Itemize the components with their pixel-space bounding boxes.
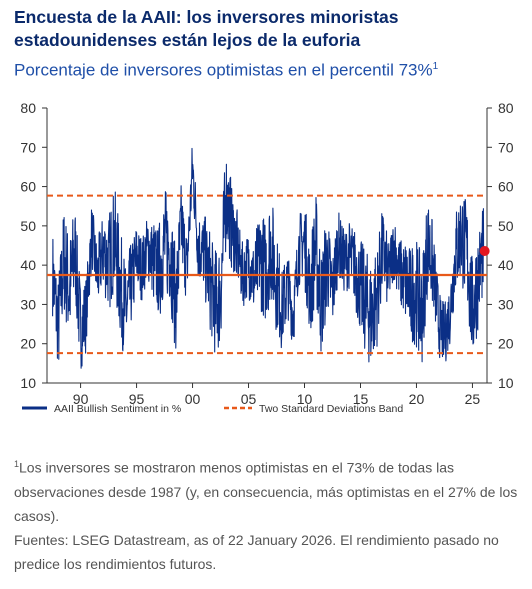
footnote-1: 1Los inversores se mostraron menos optim… (14, 452, 524, 528)
plot-area: 10 10 20 20 30 30 40 40 50 50 60 60 70 70 80 80 90 95 00 05… (20, 100, 513, 415)
y-tick-label-right: 20 (498, 336, 514, 352)
legend-label-series: AAII Bullish Sentiment in % (54, 403, 181, 415)
x-tick-label: 20 (409, 391, 425, 407)
x-tick-label: 00 (185, 391, 201, 407)
x-tick-label: 15 (353, 391, 369, 407)
chart-title: Encuesta de la AAII: los inversores mino… (14, 7, 399, 50)
sources-note: Fuentes: LSEG Datastream, as of 22 Janua… (14, 531, 499, 572)
y-tick-label-left: 70 (20, 139, 36, 155)
y-tick-label-right: 40 (498, 257, 514, 273)
legend-label-band: Two Standard Deviations Band (259, 403, 403, 415)
footnote-text: Los inversores se mostraron menos optimi… (14, 459, 518, 524)
sentiment-chart: 10 10 20 20 30 30 40 40 50 50 60 60 70 70 80 80 90 95 00 05… (20, 100, 513, 415)
y-tick-label-right: 30 (498, 296, 514, 312)
series-line-bullish-sentiment (52, 147, 485, 369)
subtitle-footnote-ref: 1 (432, 61, 439, 72)
x-tick-label: 90 (73, 391, 89, 407)
latest-value-dot (479, 246, 490, 256)
y-tick-label-right: 10 (498, 375, 514, 391)
y-tick-label-left: 60 (20, 179, 36, 195)
footnotes: 1Los inversores se mostraron menos optim… (14, 452, 524, 576)
x-tick-label: 05 (241, 391, 257, 407)
x-tick-label: 25 (465, 391, 481, 407)
y-tick-label-left: 10 (20, 375, 36, 391)
y-tick-label-left: 50 (20, 218, 36, 234)
chart-subtitle: Porcentaje de inversores optimistas en e… (14, 56, 524, 82)
y-tick-label-right: 80 (498, 100, 514, 116)
y-tick-label-left: 80 (20, 100, 36, 116)
subtitle-text: Porcentaje de inversores optimistas en e… (14, 60, 433, 80)
y-tick-label-left: 20 (20, 336, 36, 352)
y-tick-label-left: 30 (20, 296, 36, 312)
y-tick-label-left: 40 (20, 257, 36, 273)
y-tick-label-right: 60 (498, 179, 514, 195)
footnote-ref: 1 (14, 459, 20, 469)
x-tick-label: 95 (129, 391, 145, 407)
y-tick-label-right: 70 (498, 139, 514, 155)
y-tick-label-right: 50 (498, 218, 514, 234)
x-tick-label: 10 (297, 391, 313, 407)
